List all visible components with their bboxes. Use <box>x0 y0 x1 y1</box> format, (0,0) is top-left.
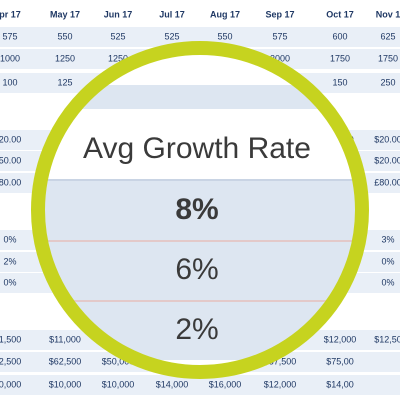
cell: 625 <box>380 31 395 41</box>
cell: 1750 <box>330 53 350 63</box>
cell: $12,000 <box>264 379 297 389</box>
cell: 1250 <box>55 53 75 63</box>
cell: $20.00 <box>374 134 400 144</box>
cell: £80.00 <box>374 177 400 187</box>
cell: 80.00 <box>0 177 21 187</box>
cell: 525 <box>110 31 125 41</box>
cell: 1,500 <box>0 334 21 344</box>
cell: 2% <box>3 256 16 266</box>
cell: 1250 <box>108 53 128 63</box>
cell: 0% <box>381 277 394 287</box>
column-header: Oct 17 <box>326 9 354 19</box>
cell: $14,000 <box>156 379 189 389</box>
column-header: Aug 17 <box>210 9 240 19</box>
magnifier-ring <box>31 41 369 379</box>
cell: $16,000 <box>209 379 242 389</box>
cell: $12,50 <box>374 334 400 344</box>
cell: 125 <box>57 77 72 87</box>
column-header: May 17 <box>50 9 80 19</box>
cell: $50,000 <box>102 356 135 366</box>
cell: 525 <box>164 31 179 41</box>
cell: 575 <box>272 31 287 41</box>
magnifier-title: Avg Growth Rate <box>83 132 311 165</box>
cell: $12,000 <box>324 334 357 344</box>
cell: 2000 <box>270 53 290 63</box>
cell: 250 <box>380 77 395 87</box>
cell: 600 <box>332 31 347 41</box>
column-header: Sep 17 <box>265 9 294 19</box>
cell: $10,000 <box>102 379 135 389</box>
cell: 0% <box>3 234 16 244</box>
cell: $62,500 <box>49 356 82 366</box>
header-band <box>0 0 400 26</box>
cell: 0% <box>3 277 16 287</box>
cell: 150 <box>332 77 347 87</box>
cell: 50.00 <box>0 155 21 165</box>
cell: 3% <box>381 234 394 244</box>
growth-rate: 6% <box>175 253 218 286</box>
column-header: Nov 1 <box>376 9 400 19</box>
cell: $75,00 <box>326 356 354 366</box>
cell: 0% <box>381 256 394 266</box>
cell: $20.00 <box>374 155 400 165</box>
row-band <box>0 27 400 47</box>
growth-rate: 2% <box>175 313 218 346</box>
cell: 20.00 <box>0 134 21 144</box>
cell: $87,500 <box>264 356 297 366</box>
growth-rate: 8% <box>175 193 218 226</box>
cell: $14,00 <box>326 379 354 389</box>
cell: 550 <box>57 31 72 41</box>
cell: 0,000 <box>0 379 21 389</box>
cell: 2,500 <box>0 356 21 366</box>
column-header: Jun 17 <box>104 9 133 19</box>
row-band <box>0 375 400 395</box>
column-header: Jul 17 <box>159 9 185 19</box>
cell: 575 <box>2 31 17 41</box>
column-header: pr 17 <box>0 9 21 19</box>
cell: 1750 <box>378 53 398 63</box>
cell: 1000 <box>0 53 20 63</box>
cell: $10,000 <box>49 379 82 389</box>
cell: 550 <box>217 31 232 41</box>
cell: $11,000 <box>49 334 81 344</box>
cell: 100 <box>2 77 17 87</box>
